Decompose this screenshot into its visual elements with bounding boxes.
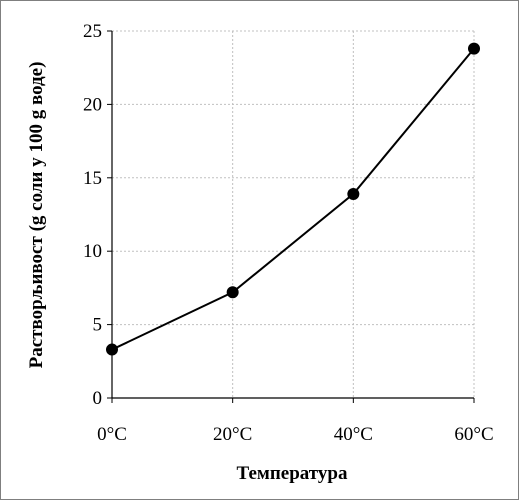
- x-tick-label: 20°C: [213, 424, 252, 445]
- y-tick-label: 10: [83, 241, 102, 262]
- data-point: [226, 286, 239, 299]
- x-axis-title: Температура: [237, 463, 348, 484]
- y-tick-label: 25: [83, 21, 102, 42]
- data-point: [347, 187, 360, 200]
- tick-labels: 0 5 10 15 20 25 0°C 20°C 40°C 60°C: [83, 21, 494, 445]
- y-tick-label: 5: [93, 315, 103, 336]
- data-point: [106, 343, 118, 356]
- series-line: [111, 47, 475, 351]
- x-tick-label: 60°C: [454, 424, 493, 445]
- data-point: [468, 42, 480, 55]
- y-axis-title: Растворљивост (g соли у 100 g воде): [26, 62, 47, 369]
- x-tick-label: 0°C: [97, 424, 127, 445]
- gridlines: [112, 30, 475, 398]
- y-tick-label: 0: [93, 388, 103, 409]
- data-series: [106, 42, 480, 356]
- y-tick-label: 20: [83, 94, 102, 115]
- axes: [107, 30, 475, 403]
- x-tick-label: 40°C: [334, 424, 373, 445]
- y-tick-label: 15: [83, 168, 102, 189]
